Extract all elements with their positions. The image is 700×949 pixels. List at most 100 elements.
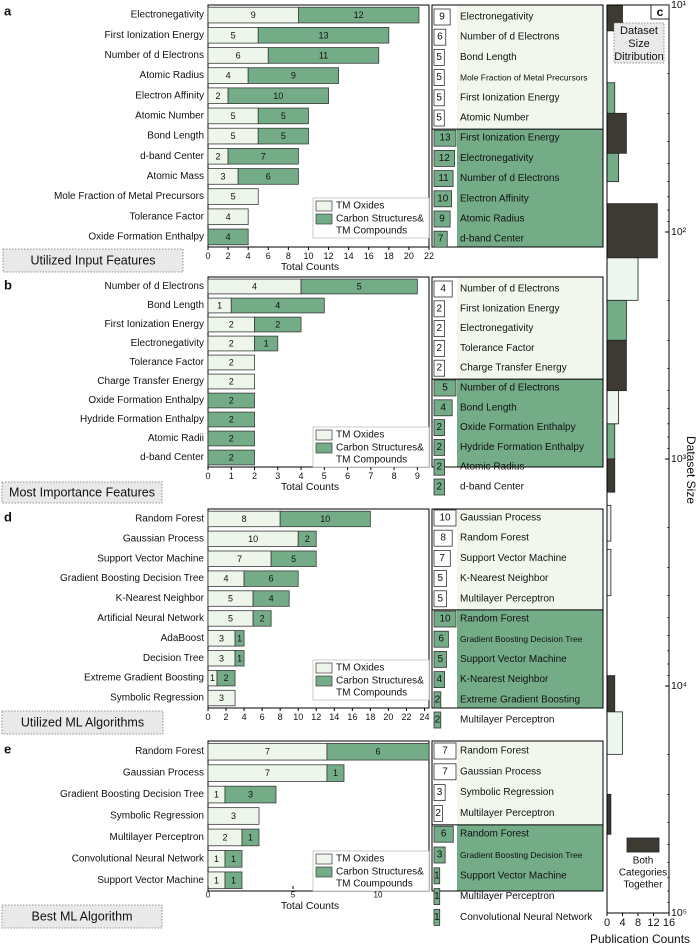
x-tick-label: 5 (322, 471, 327, 481)
section-label: Most Importance Features (9, 486, 155, 500)
toplist-oxides-label: Multilayer Perceptron (460, 808, 554, 819)
dataset-size-bar (606, 458, 616, 493)
bar-carbon (207, 449, 255, 466)
bar-value-label: 5 (231, 30, 236, 40)
bar-value-label: 3 (221, 171, 226, 181)
toplist-carbon-count-bar (433, 711, 442, 729)
legend-label: TM Oxides (336, 854, 384, 865)
toplist-oxides-count-bar (433, 300, 446, 318)
panel-letter: e (4, 742, 11, 757)
toplist-count: 7 (438, 234, 444, 245)
bar-value-label: 3 (219, 633, 224, 643)
toplist-carbon-count-bar (433, 458, 446, 476)
toplist-count: 7 (442, 766, 448, 777)
bar-value-label: 4 (269, 594, 274, 604)
x-tick-label: 9 (415, 471, 420, 481)
toplist-count: 6 (437, 32, 443, 43)
bar-value-label: 11 (319, 50, 328, 60)
bar-value-label: 6 (236, 50, 241, 60)
bar-value-label: 4 (252, 282, 257, 292)
x-tick-label: 12 (311, 712, 321, 722)
toplist-carbon-count-bar (433, 478, 446, 496)
toplist-carbon-label: Extreme Gradient Boosting (460, 694, 580, 705)
bar-value-label: 7 (261, 151, 266, 161)
bar-value-label: 2 (222, 832, 227, 842)
toplist-oxides-count-bar (433, 28, 447, 46)
section-label: Utilized Input Features (30, 254, 155, 268)
category-label: d-band Center (140, 452, 205, 463)
toplist-carbon-label: K-Nearest Neighbor (460, 674, 549, 685)
toplist-carbon-count-bar (433, 379, 457, 397)
bar-value-label: 6 (266, 171, 271, 181)
section-label-box (1, 481, 163, 504)
x-tick-label: 8 (635, 917, 641, 929)
toplist-oxides-label: Random Forest (460, 533, 529, 544)
toplist-carbon-label: d-band Center (460, 482, 525, 493)
toplist-count: 10 (439, 513, 451, 524)
bar-carbon (227, 147, 299, 165)
bar-carbon (227, 87, 329, 105)
bar-carbon (252, 610, 272, 627)
legend-swatch-oxides (315, 200, 333, 212)
category-label: Multilayer Perceptron (110, 832, 204, 843)
toplist-oxides-label: Multilayer Perceptron (460, 593, 554, 604)
toplist-count: 1 (434, 891, 440, 902)
legend-swatch-oxides (315, 853, 333, 865)
toplist-oxides-label: Atomic Number (460, 113, 530, 124)
toplist-oxides-count-bar (433, 570, 447, 587)
bar-carbon (230, 297, 325, 314)
bar-value-label: 2 (229, 453, 234, 463)
bar-value-label: 5 (231, 192, 236, 202)
toplist-oxides-label: Mole Fraction of Metal Precursors (460, 73, 588, 83)
category-label: Symbolic Regression (110, 693, 204, 704)
category-label: Atomic Radius (140, 70, 204, 81)
bar-carbon (254, 316, 302, 333)
toplist-oxides-count-bar (433, 320, 446, 338)
x-axis-label: Total Counts (281, 261, 339, 273)
toplist-carbon-count-bar (433, 419, 446, 437)
toplist-carbon-count-bar (433, 230, 448, 248)
dataset-size-bar (606, 257, 639, 301)
toplist-carbon-count-bar (433, 210, 451, 228)
bar-value-label: 1 (248, 832, 253, 842)
bar-carbon (207, 228, 249, 246)
bar-value-label: 2 (305, 534, 310, 544)
toplist-count: 10 (439, 614, 451, 625)
bar-carbon (267, 47, 380, 64)
toplist-oxides-label: First Ionization Energy (460, 92, 560, 103)
toplist-carbon-count-bar (433, 129, 457, 147)
bar-value-label: 9 (251, 10, 256, 20)
toplist-carbon-count-bar (433, 867, 441, 885)
toplist-oxides-count-bar (433, 69, 445, 86)
panel-c-title: Ditribution (614, 51, 664, 63)
toplist-carbon-label: Bond Length (460, 402, 517, 413)
toplist-count: 7 (442, 746, 448, 757)
x-tick-label: 12 (647, 917, 659, 929)
bar-oxides (207, 208, 249, 226)
x-tick-label: 0 (205, 712, 210, 722)
toplist-carbon-count-bar (433, 610, 457, 628)
legend-label: Both (633, 856, 654, 867)
toplist-oxides-bg (457, 509, 603, 610)
toplist-count: 3 (437, 850, 443, 861)
bar-value-label: 1 (214, 875, 219, 885)
toplist-carbon-count-bar (433, 630, 449, 648)
toplist-carbon-label: Hydride Formation Enthalpy (460, 442, 584, 453)
x-tick-label: 16 (347, 712, 357, 722)
bar-value-label: 5 (231, 111, 236, 121)
x-tick-label: 0 (206, 891, 211, 900)
bar-carbon (257, 107, 309, 125)
bar-oxides (207, 373, 255, 390)
legend-label: TM Oxides (336, 430, 384, 441)
dataset-size-bar (606, 504, 612, 542)
dataset-size-bar (606, 299, 627, 341)
category-label: Support Vector Machine (97, 553, 204, 564)
x-tick-label: 1 (229, 471, 234, 481)
legend-label: Carbon Structures& (336, 676, 424, 687)
x-tick-label: 22 (424, 251, 434, 261)
category-label: Extreme Gradient Boosting (84, 673, 204, 684)
toplist-carbon-count-bar (433, 888, 441, 905)
toplist-count: 2 (437, 343, 443, 354)
bar-value-label: 1 (214, 854, 219, 864)
dataset-size-bar (606, 112, 627, 154)
